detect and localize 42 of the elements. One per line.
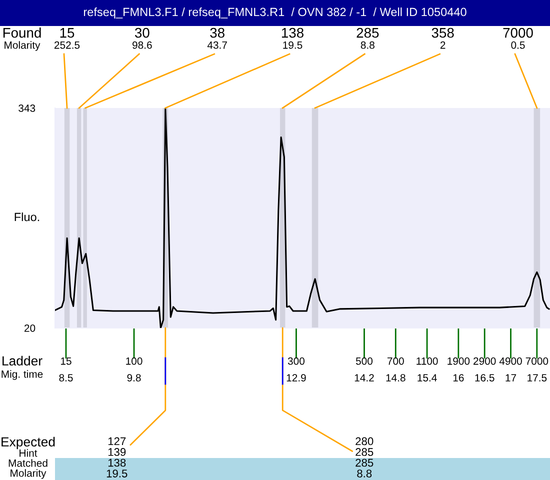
annotation: 358 2: [432, 28, 454, 49]
text: 100: [126, 357, 142, 365]
x-tick-label: 17.5: [528, 374, 547, 382]
text: 1100: [416, 357, 438, 365]
line-series: [55, 108, 550, 328]
x-tick-label: 16.5: [475, 374, 494, 382]
text: Molarity: [10, 469, 46, 479]
x-tick-label: 16: [453, 374, 464, 382]
annotation: 7000 0.5: [503, 28, 533, 49]
text: Ladder: [2, 356, 42, 366]
annotation: 30 98.6: [132, 28, 152, 49]
y-tick-label: 343: [18, 104, 36, 112]
annotation: 127 139 138 19.5: [106, 437, 128, 478]
chart-title: refseq_FMNL3.F1 / refseq_FMNL3.R1 / OVN 382 / -1 / Well ID 1050440: [84, 8, 466, 18]
text: 4900: [499, 357, 522, 365]
text: 2900: [474, 357, 496, 365]
text: 7000: [526, 357, 548, 365]
annotation: 15 252.5: [54, 28, 80, 49]
text: 300: [288, 357, 305, 365]
text: Found: [3, 28, 41, 38]
annotation: 138 19.5: [282, 28, 304, 49]
annotation: 285 8.8: [356, 28, 379, 49]
text: 500: [356, 357, 373, 365]
x-tick-label: 8.5: [59, 374, 73, 382]
text: 1900: [448, 357, 470, 365]
y-tick-label: 20: [24, 324, 36, 332]
text: Matched: [8, 459, 48, 467]
text: Molarity: [4, 41, 40, 51]
x-tick-label: 17: [506, 374, 516, 382]
text: Hint: [20, 449, 38, 457]
x-tick-label: 14.2: [354, 374, 374, 382]
x-tick-label: 12.9: [286, 374, 306, 382]
text: 700: [387, 357, 404, 365]
x-tick-label: 14.8: [386, 374, 406, 382]
x-tick-label: 9.8: [127, 374, 141, 382]
text: Mig. time: [2, 370, 43, 380]
text: 15: [60, 358, 72, 365]
x-tick-label: 15.4: [418, 374, 437, 382]
annotation: 38 43.7: [207, 28, 227, 49]
text: Expected: [2, 436, 55, 450]
y-axis-title: Fluo.: [14, 212, 40, 222]
annotation: 280 285 285 8.8: [356, 437, 374, 478]
